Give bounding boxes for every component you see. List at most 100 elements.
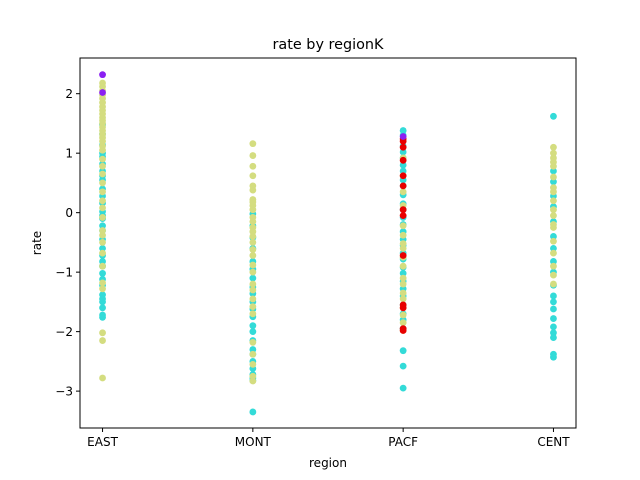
data-point (399, 212, 407, 220)
data-point (249, 246, 257, 253)
data-point (249, 252, 257, 259)
chart-title: rate by regionK (273, 37, 385, 53)
data-point (550, 315, 557, 322)
data-point (399, 127, 407, 134)
data-point (399, 188, 407, 196)
data-point (399, 143, 407, 151)
data-point (99, 249, 106, 257)
data-point (550, 197, 557, 205)
data-point (399, 240, 407, 247)
data-point (249, 228, 257, 236)
data-point (249, 408, 257, 416)
data-point (550, 206, 557, 214)
data-point (249, 268, 257, 276)
data-point (99, 337, 106, 344)
data-point (399, 137, 407, 145)
data-point (249, 286, 257, 294)
y-tick-label: −2 (55, 325, 73, 339)
data-point (99, 258, 106, 265)
data-point (550, 167, 557, 175)
data-point (249, 162, 257, 170)
data-point (249, 172, 257, 180)
data-point (399, 133, 407, 140)
data-point (399, 269, 407, 277)
plot-area (80, 58, 576, 428)
data-point (399, 161, 407, 169)
data-point (399, 172, 407, 180)
data-point (399, 262, 407, 270)
data-point (249, 310, 257, 318)
data-point (550, 237, 557, 245)
data-point (399, 222, 407, 230)
data-point (99, 179, 106, 187)
data-point (249, 372, 257, 380)
y-tick-label: −1 (55, 265, 73, 279)
data-point (249, 338, 257, 346)
data-point (550, 280, 557, 288)
data-point (399, 274, 407, 282)
data-point (550, 244, 557, 252)
data-point (399, 311, 407, 319)
data-point (99, 155, 106, 163)
data-point (550, 258, 557, 265)
data-point (99, 285, 106, 293)
data-point (399, 347, 407, 355)
y-tick-label: 2 (65, 87, 73, 101)
data-point (99, 188, 106, 196)
data-point (550, 329, 557, 337)
data-point (550, 334, 557, 341)
data-point (550, 271, 557, 279)
data-point (99, 197, 106, 205)
data-point (99, 239, 106, 246)
data-point (249, 350, 257, 358)
data-point (399, 182, 407, 190)
x-axis-label: region (309, 456, 347, 470)
data-point (550, 188, 557, 196)
data-point (99, 162, 106, 170)
data-point (249, 360, 257, 368)
data-point (249, 280, 257, 288)
data-point (249, 186, 257, 194)
data-point (99, 262, 106, 270)
data-point (99, 244, 106, 252)
data-point (99, 313, 106, 321)
data-point (550, 173, 557, 181)
x-tick-label: MONT (235, 435, 272, 449)
data-point (550, 212, 557, 220)
data-point (99, 170, 106, 178)
data-point (99, 146, 106, 154)
data-point (550, 224, 557, 231)
data-point (550, 249, 557, 257)
data-point (99, 231, 106, 239)
data-point (399, 327, 407, 334)
data-point (99, 222, 106, 230)
y-tick-label: 0 (65, 206, 73, 220)
data-point (399, 244, 407, 252)
data-point (249, 295, 257, 303)
data-point (550, 292, 557, 300)
y-tick-label: 1 (65, 146, 73, 160)
x-tick-label: EAST (87, 435, 118, 449)
axes-frame (79, 57, 577, 429)
data-point (249, 274, 257, 282)
data-point (399, 304, 407, 312)
data-point (550, 143, 557, 151)
data-point (399, 295, 407, 303)
data-point (249, 239, 257, 246)
data-point (249, 152, 257, 159)
data-point (99, 298, 106, 306)
data-point (249, 218, 257, 225)
data-point (550, 353, 557, 361)
data-point (399, 289, 407, 297)
data-point (399, 231, 407, 239)
points-layer (99, 71, 557, 416)
data-point (550, 233, 557, 240)
data-point (249, 303, 257, 311)
data-point (550, 112, 557, 120)
data-point (99, 89, 106, 96)
data-point (249, 328, 257, 336)
data-point (249, 233, 257, 240)
data-point (99, 137, 106, 145)
data-point (99, 304, 106, 312)
